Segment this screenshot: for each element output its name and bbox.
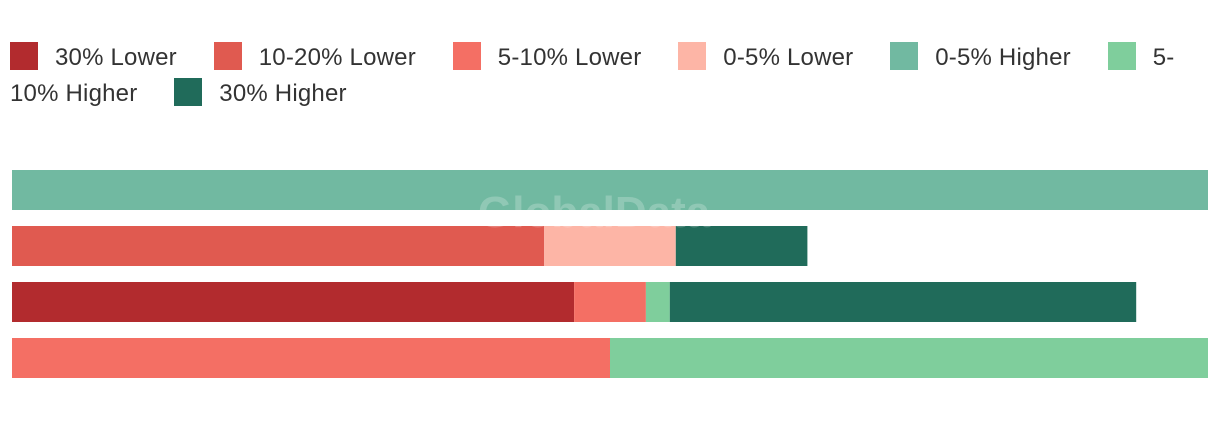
legend-label: 30% Lower [55,44,177,71]
legend-swatch [1107,42,1136,70]
legend-label: 0-5% Lower [723,44,854,71]
legend-item: 5-10% Lower [452,42,642,71]
legend-item: 0-5% Higher [890,42,1071,71]
legend-item: 10-20% Lower [213,42,416,71]
legend-swatch [213,42,242,70]
legend-label: 5-10% Lower [497,44,642,71]
legend-swatch [452,42,481,70]
bar-segment-3-30-lower [12,282,575,322]
legend-label: 0-5% Higher [935,44,1071,71]
legend-label: 10-20% Lower [258,44,416,71]
legend-item: 30% Higher [174,78,347,107]
legend-swatch [890,42,919,70]
bar-segment-2-30-higher [675,226,808,266]
bar-segment-2-0-5-lower [544,226,676,266]
bar-segment-2-10-20-lower [12,226,545,266]
legend-item: 30% Lower [10,42,177,71]
bar-segment-4-5-10-lower [12,338,610,378]
bar-segment-3-30-higher [669,282,1137,322]
legend-label: 30% Higher [219,80,347,107]
bar-segment-4-5-10-higher [610,338,1208,378]
bar-segment-3-5-10-higher [645,282,670,322]
bar-segment-3-5-10-lower [574,282,646,322]
legend-item: 0-5% Lower [678,42,854,71]
legend-swatch [10,42,38,70]
legend-swatch [174,78,203,106]
chart-legend: 30% Lower 10-20% Lower 5-10% Lower 0-5% … [10,40,1210,112]
bar-segment-1-0-5-higher [12,170,1208,210]
legend-swatch [678,42,707,70]
legend-item: 5-10% Higher [10,42,1175,107]
legend-label: 5-10% Higher [10,44,1175,107]
